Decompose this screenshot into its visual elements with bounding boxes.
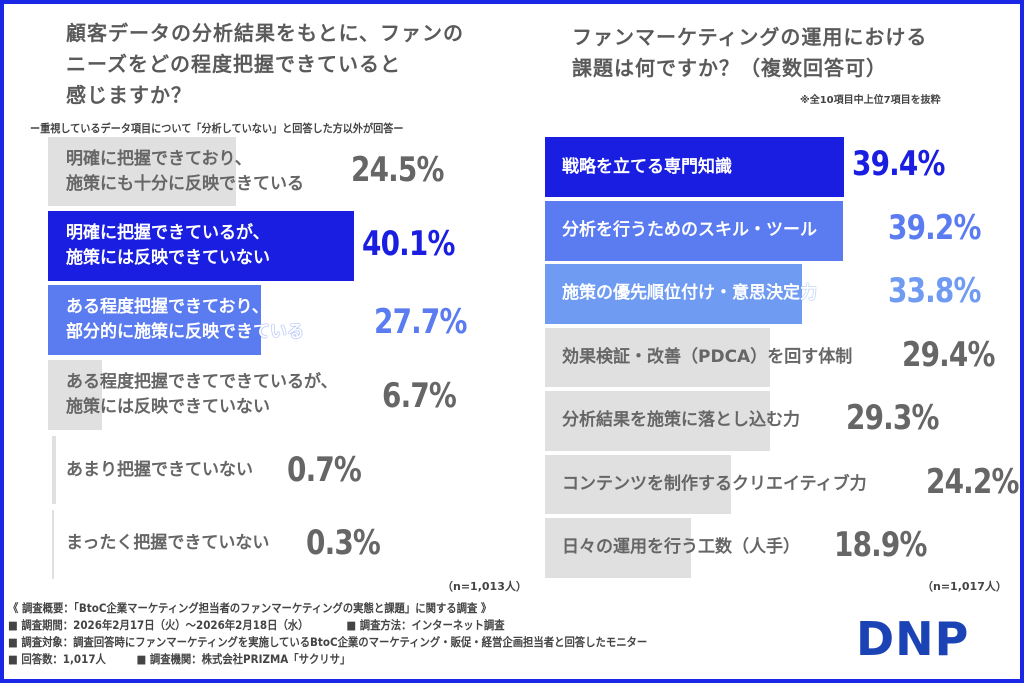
right-label-4: 効果検証・改善（PDCA）を回す体制 — [562, 347, 853, 367]
left-bar-1 — [48, 137, 236, 206]
left-bar-2 — [48, 211, 354, 281]
left-title-line-3: 感じますか？ — [66, 83, 192, 107]
right-bar-7 — [545, 518, 691, 578]
right-bar-4 — [545, 328, 770, 387]
right-bar-1 — [545, 137, 844, 197]
right-title-line-1: ファンマーケティングの運用における — [572, 25, 928, 49]
right-pct-1: 39.4% — [852, 144, 945, 184]
right-pct-4: 29.4% — [902, 335, 995, 375]
right-pct-5: 29.3% — [846, 398, 939, 438]
left-n-note: （n=1,013人） — [442, 580, 527, 593]
left-chart-title: 顧客データの分析結果をもとに、ファンの ニーズをどの程度把握できていると 感じま… — [66, 18, 464, 111]
right-pct-3: 33.8% — [888, 271, 981, 311]
right-label-6: コンテンツを制作するクリエイティブ力 — [562, 474, 867, 494]
right-bar-3 — [545, 264, 802, 324]
footer-respondents-agency-line: ■ 回答数：1,017人 ■ 調査機関：株式会社PRIZMA「サクリサ」 — [8, 651, 647, 668]
left-pct-4: 6.7% — [382, 376, 457, 416]
left-title-line-1: 顧客データの分析結果をもとに、ファンの — [66, 21, 464, 45]
right-chart-note: ※全10項目中上位7項目を抜粋 — [800, 95, 941, 106]
left-pct-1: 24.5% — [351, 150, 444, 190]
left-label-5: あまり把握できていない — [66, 460, 253, 480]
right-bar-2 — [545, 201, 843, 261]
right-n-note: （n=1,017人） — [922, 580, 1007, 593]
footer-method: ■ 調査方法：インターネット調査 — [346, 618, 505, 632]
right-pct-7: 18.9% — [834, 525, 927, 565]
right-bar-6 — [545, 455, 731, 514]
left-label-1: 明確に把握できており、 施策にも十分に反映できている — [66, 149, 304, 194]
right-label-3: 施策の優先順位付け・意思決定力 — [562, 283, 817, 303]
left-bar-6 — [52, 510, 54, 579]
right-label-7: 日々の運用を行う工数（人手） — [562, 537, 800, 557]
footer-overview: 《 調査概要：「BtoC企業マーケティング担当者のファンマーケティングの実態と課… — [8, 601, 492, 615]
right-chart-title: ファンマーケティングの運用における 課題は何ですか？（複数回答可） — [572, 22, 927, 84]
footer-agency: ■ 調査機関：株式会社PRIZMA「サクリサ」 — [136, 652, 351, 666]
left-label-6: まったく把握できていない — [66, 533, 270, 553]
right-pct-2: 39.2% — [888, 208, 981, 248]
dnp-logo: DNP — [856, 612, 970, 666]
footer-target: ■ 調査対象：調査回答時にファンマーケティングを実施しているBtoC企業のマーケ… — [8, 635, 648, 649]
right-title-line-2: 課題は何ですか？（複数回答可） — [572, 56, 887, 80]
left-pct-6: 0.3% — [306, 523, 381, 563]
left-label-4: ある程度把握できてできているが、 施策には反映できていない — [66, 372, 338, 417]
footer-respondents: ■ 回答数：1,017人 — [8, 652, 106, 666]
footer-period-method-line: ■ 調査期間：2026年2月17日（火）～2026年2月18日（水） ■ 調査方… — [8, 617, 647, 634]
right-bar-5 — [545, 391, 770, 451]
left-title-line-2: ニーズをどの程度把握できていると — [66, 52, 401, 76]
left-bar-4 — [48, 360, 102, 430]
right-label-5: 分析結果を施策に落とし込む力 — [562, 410, 800, 430]
right-pct-6: 24.2% — [926, 462, 1019, 502]
left-chart-subtitle: ー重視しているデータ項目について「分析していない」と回答した方以外が回答ー — [30, 122, 404, 135]
right-label-1: 戦略を立てる専門知識 — [562, 157, 732, 177]
left-label-2: 明確に把握できているが、 施策には反映できていない — [66, 223, 270, 268]
left-label-3: ある程度把握できており、 部分的に施策に反映できている — [66, 297, 304, 342]
left-pct-3: 27.7% — [374, 302, 467, 342]
footer-period: ■ 調査期間：2026年2月17日（火）～2026年2月18日（水） — [8, 618, 309, 632]
right-label-2: 分析を行うためのスキル・ツール — [562, 220, 817, 240]
survey-footer: 《 調査概要：「BtoC企業マーケティング担当者のファンマーケティングの実態と課… — [8, 600, 718, 668]
left-pct-5: 0.7% — [287, 450, 362, 490]
left-bar-3 — [48, 285, 261, 355]
left-bar-5 — [52, 436, 56, 504]
left-pct-2: 40.1% — [362, 224, 455, 264]
